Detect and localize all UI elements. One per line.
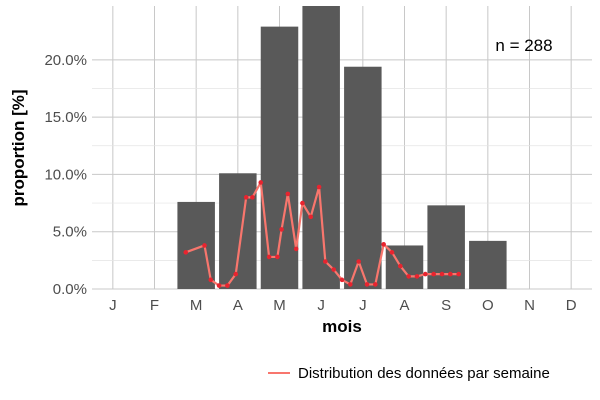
series-line (185, 181, 459, 287)
series-point (423, 271, 428, 277)
x-tick-label: N (524, 297, 535, 314)
series-point (243, 195, 249, 200)
series-point (250, 195, 255, 200)
series-point (381, 242, 386, 247)
x-tick-label: A (233, 297, 243, 314)
series-point (183, 250, 189, 255)
series-point (448, 271, 453, 277)
x-tick-label: J (109, 297, 117, 314)
y-tick-label: 10.0% (44, 166, 87, 183)
x-tick-label: M (190, 297, 203, 314)
series-point (293, 246, 299, 252)
bar-J-6 (344, 66, 382, 289)
x-tick-label: O (482, 297, 494, 314)
series-point (439, 271, 445, 277)
bar-O-9 (469, 240, 507, 289)
series-point (373, 282, 378, 287)
series-point (323, 259, 328, 264)
series-point (339, 277, 345, 283)
series-point (300, 200, 305, 206)
series-point (233, 271, 239, 277)
series-point (279, 227, 284, 232)
x-tick-label: F (150, 297, 159, 314)
series-point (266, 254, 272, 260)
x-tick-label: M (273, 297, 286, 314)
series-point (414, 274, 420, 279)
legend-label: Distribution des données par semaine (298, 365, 550, 382)
x-tick-label: A (399, 297, 409, 314)
x-axis-title: mois (322, 317, 362, 336)
y-tick-label: 20.0% (44, 52, 87, 69)
series-point (225, 283, 230, 288)
series-point (208, 277, 214, 283)
bar-A-3 (219, 173, 257, 289)
series-point (406, 274, 411, 279)
series-point (285, 191, 291, 197)
y-tick-label: 0.0% (53, 281, 87, 298)
series-point (331, 267, 336, 272)
bars (177, 6, 507, 290)
legend: Distribution des données par semaine (268, 365, 550, 382)
series-point (356, 259, 361, 264)
x-tick-label: D (566, 297, 577, 314)
series-point (308, 214, 314, 220)
y-axis-title: proportion [%] (9, 89, 28, 206)
series-point (431, 271, 436, 277)
bar-J-5 (302, 6, 340, 289)
series-point (348, 282, 353, 287)
y-axis-ticks: 0.0% 5.0% 10.0% 15.0% 20.0% (44, 52, 87, 298)
y-tick-label: 5.0% (53, 224, 87, 241)
series-point (316, 184, 322, 190)
series-point (389, 250, 395, 255)
weekly-distribution-series (183, 180, 461, 288)
y-tick-label: 15.0% (44, 109, 87, 126)
series-point (216, 283, 222, 288)
series-point (258, 180, 264, 185)
annotation-n: n = 288 (495, 36, 552, 55)
x-tick-label: S (441, 297, 451, 314)
bar-S-8 (427, 205, 465, 289)
x-tick-label: J (317, 297, 325, 314)
x-tick-label: J (359, 297, 367, 314)
series-point (364, 282, 370, 287)
series-point (456, 271, 461, 277)
series-point (398, 263, 403, 269)
series-point (275, 254, 280, 260)
series-point (202, 243, 207, 248)
